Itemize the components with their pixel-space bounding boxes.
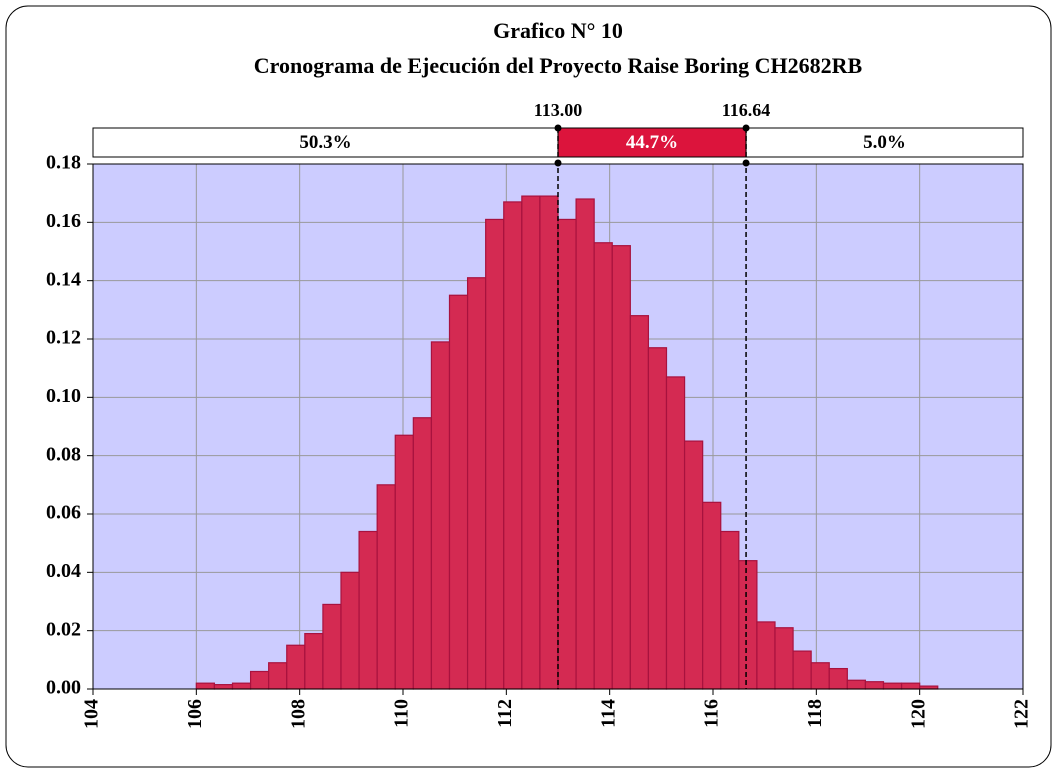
bar [593,242,613,690]
bar [683,440,704,690]
bar [611,245,631,690]
bar [412,417,433,690]
region-box [745,127,1024,158]
x-tick-label: 106 [184,699,206,729]
bar [647,347,668,690]
bar [485,218,505,690]
bar [322,603,342,690]
bar [286,644,306,690]
y-tick-label: 0.16 [46,210,81,232]
y-tick-label: 0.12 [46,327,81,349]
marker-dot [742,159,750,167]
y-tick-label: 0.08 [46,443,81,465]
x-tick-label: 122 [1011,699,1033,729]
bar [665,376,686,690]
x-tick-label: 108 [287,699,309,729]
bar [376,484,396,690]
x-tick-label: 120 [907,699,929,729]
bar [231,682,252,690]
y-tick-label: 0.02 [46,618,81,640]
bar [430,341,451,690]
bar [539,195,559,690]
bar [358,530,378,690]
marker-dot [554,124,562,132]
x-tick-label: 114 [597,699,619,728]
bar [882,682,903,690]
bar [340,571,360,690]
y-tick-label: 0.00 [46,677,81,699]
chart-title: Grafico N° 10 [493,18,623,43]
bar [810,662,830,690]
bar [702,501,722,690]
bar [900,682,921,690]
bar [864,681,885,690]
y-tick-label: 0.04 [46,560,81,582]
bar [756,621,776,690]
bar [394,434,414,690]
bar [738,560,758,690]
x-tick-label: 110 [391,699,413,728]
x-tick-label: 112 [494,699,516,728]
region-box [92,127,559,158]
bar [828,667,848,690]
bar [774,627,794,690]
marker-label: 113.00 [534,100,583,120]
bar [304,632,324,690]
bar [213,684,234,690]
x-tick-label: 116 [701,699,723,728]
bar [268,662,288,690]
x-tick-label: 118 [804,699,826,728]
bar [720,530,740,690]
marker-dot [554,159,562,167]
chart-subtitle: Cronograma de Ejecución del Proyecto Rai… [254,53,863,78]
y-tick-label: 0.18 [46,152,81,174]
region-label: 5.0% [863,132,906,153]
region-label: 50.3% [299,132,351,153]
marker-dot [742,124,750,132]
bar [448,294,469,690]
marker-label: 116.64 [722,100,771,120]
region-box [557,127,747,158]
y-tick-label: 0.10 [46,385,81,407]
bar [195,682,216,690]
bar [792,650,812,690]
x-tick-label: 104 [81,699,103,729]
region-label: 44.7% [626,132,678,153]
bar [503,201,523,690]
bar [249,670,270,690]
bar [629,315,650,690]
bar [575,198,595,690]
bar [521,195,541,690]
bar [557,218,577,690]
bar [466,277,487,690]
bar [846,679,867,690]
y-tick-label: 0.06 [46,502,81,524]
y-tick-label: 0.14 [46,268,81,290]
